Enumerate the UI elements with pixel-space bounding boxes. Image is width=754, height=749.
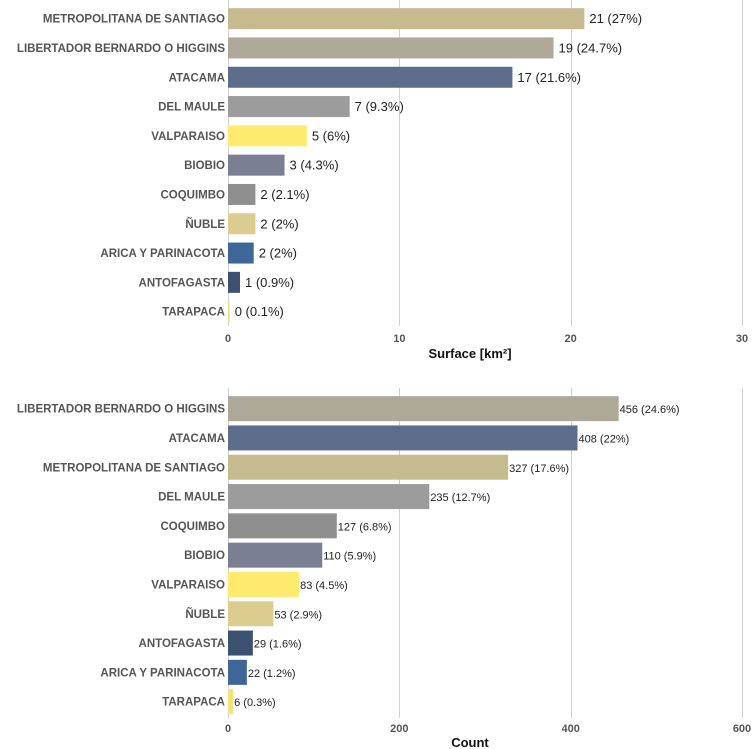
data-label: 19 (24.7%) [559,40,623,55]
data-label: 53 (2.9%) [274,609,322,621]
category-label: ÑUBLE [185,218,225,231]
surface-chart: METROPOLITANA DE SANTIAGO 21 (27%) LIBERTA… [17,0,748,361]
bar-0-5 [228,154,285,176]
data-label: 235 (12.7%) [430,492,490,504]
data-label: 456 (24.6%) [620,404,680,416]
x-tick-label: 0 [225,723,231,735]
data-label: 0 (0.1%) [235,304,284,319]
bar-1-7 [228,601,274,627]
bar-1-2 [228,454,509,480]
data-label: 110 (5.9%) [323,551,376,563]
bar-1-1 [228,425,578,451]
x-tick-label: 200 [390,723,408,735]
x-axis-title: Count [451,735,489,749]
data-label: 327 (17.6%) [509,463,569,475]
category-label: BIOBIO [184,550,225,562]
x-tick-label: 600 [733,723,751,735]
category-label: ARICA Y PARINACOTA [100,248,225,260]
bar-0-6 [228,183,256,205]
data-label: 3 (4.3%) [290,158,339,173]
data-label: 6 (0.3%) [234,697,276,709]
bar-1-8 [228,630,253,656]
category-label: ANTOFAGASTA [139,638,225,650]
category-label: ANTOFAGASTA [139,277,225,289]
data-label: 83 (4.5%) [300,580,348,592]
category-label: COQUIMBO [160,189,225,201]
data-label: 2 (2.1%) [260,187,309,202]
category-label: LIBERTADOR BERNARDO O HIGGINS [17,404,225,416]
bar-0-8 [228,242,254,264]
bar-0-10 [228,301,230,323]
category-label: VALPARAISO [151,579,225,591]
x-tick-label: 30 [736,333,748,345]
category-label: ÑUBLE [185,608,225,621]
category-label: TARAPACA [162,697,225,709]
category-label: DEL MAULE [158,102,225,114]
bar-0-4 [228,125,307,147]
bar-1-4 [228,513,337,539]
bar-1-10 [228,689,234,715]
bar-1-9 [228,659,247,685]
data-label: 408 (22%) [579,433,630,445]
x-tick-label: 10 [393,333,405,345]
category-label: ATACAMA [169,433,225,445]
count-chart: LIBERTADOR BERNARDO O HIGGINS 456 (24.6%)… [17,388,751,749]
data-label: 2 (2%) [259,246,297,261]
category-label: BIOBIO [184,160,225,172]
bar-1-6 [228,571,300,597]
category-label: COQUIMBO [160,521,225,533]
data-label: 1 (0.9%) [245,275,294,290]
bar-1-3 [228,484,430,510]
bar-0-1 [228,37,554,59]
data-label: 17 (21.6%) [517,70,581,85]
category-label: DEL MAULE [158,492,225,504]
category-label: METROPOLITANA DE SANTIAGO [43,14,225,26]
category-label: LIBERTADOR BERNARDO O HIGGINS [17,43,225,55]
data-label: 21 (27%) [589,11,642,26]
bar-0-0 [228,8,585,30]
bar-1-0 [228,396,619,422]
category-label: ATACAMA [169,72,225,84]
data-label: 7 (9.3%) [355,99,404,114]
x-tick-label: 400 [561,723,579,735]
x-tick-label: 0 [225,333,231,345]
data-label: 127 (6.8%) [338,521,392,533]
data-label: 2 (2%) [260,216,298,231]
bar-0-2 [228,66,513,88]
data-label: 5 (6%) [312,128,350,143]
bar-0-3 [228,96,350,118]
bar-1-5 [228,542,323,568]
category-label: TARAPACA [162,307,225,319]
bar-0-9 [228,271,240,293]
category-label: METROPOLITANA DE SANTIAGO [43,462,225,474]
bar-0-7 [228,213,256,235]
category-label: VALPARAISO [151,131,225,143]
x-axis-title: Surface [km²] [428,346,511,361]
data-label: 22 (1.2%) [248,668,296,680]
x-tick-label: 20 [565,333,577,345]
data-label: 29 (1.6%) [254,639,302,651]
category-label: ARICA Y PARINACOTA [100,667,225,679]
